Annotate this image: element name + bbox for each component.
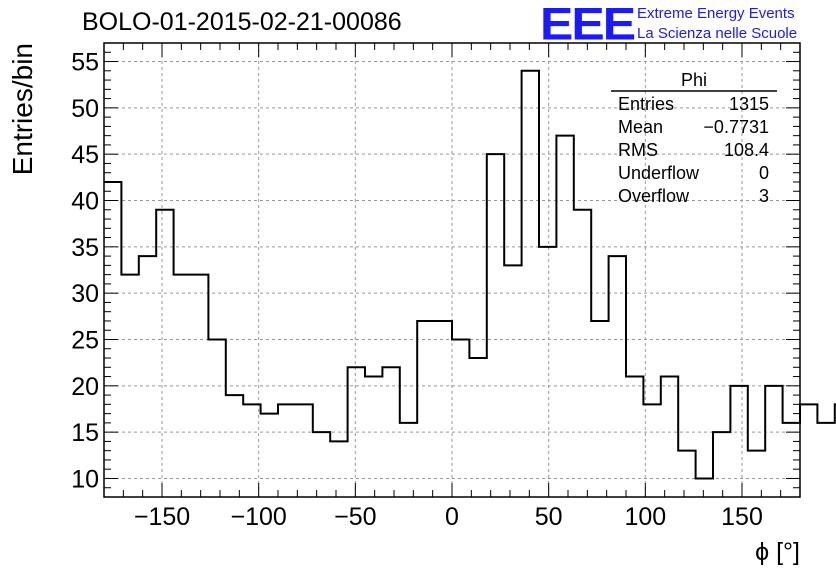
histogram-bin <box>643 404 660 497</box>
histogram-bin <box>243 404 260 497</box>
histogram-bin <box>382 367 399 497</box>
stats-box-title: Phi <box>681 70 707 90</box>
stats-row-value: −0.7731 <box>703 117 769 137</box>
histogram-bin <box>400 423 417 497</box>
histogram-bin <box>417 321 434 497</box>
histogram-bin <box>556 136 573 497</box>
histogram-bin <box>330 441 347 497</box>
stats-row-value: 108.4 <box>724 140 769 160</box>
stats-row-value: 1315 <box>729 94 769 114</box>
histogram-bin <box>522 71 539 497</box>
stats-row-label: RMS <box>618 140 658 160</box>
y-tick-label: 45 <box>71 141 99 169</box>
y-tick-label: 50 <box>71 95 99 123</box>
histogram-bin <box>435 321 452 497</box>
histogram-bin <box>765 386 782 497</box>
histogram-bin <box>504 265 521 497</box>
y-tick-label: 20 <box>71 373 99 401</box>
histogram-bin <box>609 256 626 497</box>
histogram-bin <box>817 423 834 497</box>
logo-line-2: La Scienza nelle Scuole <box>637 25 798 42</box>
histogram-bin <box>748 451 765 497</box>
histogram-bin <box>295 404 312 497</box>
x-axis-label: ϕ [°] <box>755 538 800 566</box>
histogram-bin <box>278 404 295 497</box>
histogram-bin <box>156 210 173 497</box>
histogram-bin <box>678 451 695 497</box>
histogram-bin <box>730 386 747 497</box>
histogram-step-line <box>104 69 836 480</box>
histogram-bin <box>469 358 486 497</box>
y-axis-label: Entries/bin <box>7 43 38 175</box>
x-tick-label: 0 <box>445 503 459 531</box>
x-tick-label: −150 <box>134 503 190 531</box>
logo-line-1: Extreme Energy Events <box>637 5 795 22</box>
histogram-bin <box>591 321 608 497</box>
y-tick-label: 30 <box>71 280 99 308</box>
x-tick-label: 150 <box>721 503 763 531</box>
histogram-bin <box>226 395 243 497</box>
eee-logo: EEE <box>540 0 636 50</box>
x-tick-label: −100 <box>231 503 287 531</box>
histogram-bin <box>261 414 278 497</box>
eee-logo-text: Extreme Energy Events La Scienza nelle S… <box>637 4 797 44</box>
x-tick-label: 50 <box>535 503 563 531</box>
stats-row-value: 3 <box>759 186 769 206</box>
histogram-bin <box>800 404 817 497</box>
y-tick-label: 25 <box>71 326 99 354</box>
y-tick-label: 55 <box>71 49 99 77</box>
chart-title: BOLO-01-2015-02-21-00086 <box>82 8 402 36</box>
histogram-bin <box>365 377 382 497</box>
y-tick-label: 35 <box>71 234 99 262</box>
x-tick-label: 100 <box>624 503 666 531</box>
histogram-bin <box>452 339 469 497</box>
histogram-bin <box>208 339 225 497</box>
histogram-bin <box>696 478 713 497</box>
stats-row-label: Mean <box>618 117 663 137</box>
stats-row-label: Entries <box>618 94 674 114</box>
histogram-bin <box>713 432 730 497</box>
y-tick-label: 40 <box>71 188 99 216</box>
histogram-bin <box>313 432 330 497</box>
histogram-bin <box>487 154 504 497</box>
histogram-bin <box>191 275 208 497</box>
stats-row-value: 0 <box>759 163 769 183</box>
x-tick-label: −50 <box>334 503 376 531</box>
histogram-bin <box>139 256 156 497</box>
histogram-bin <box>539 247 556 497</box>
stats-row-label: Overflow <box>618 186 690 206</box>
y-tick-label: 15 <box>71 419 99 447</box>
y-tick-label: 10 <box>71 465 99 493</box>
histogram-bin <box>574 210 591 497</box>
stats-row-label: Underflow <box>618 163 700 183</box>
